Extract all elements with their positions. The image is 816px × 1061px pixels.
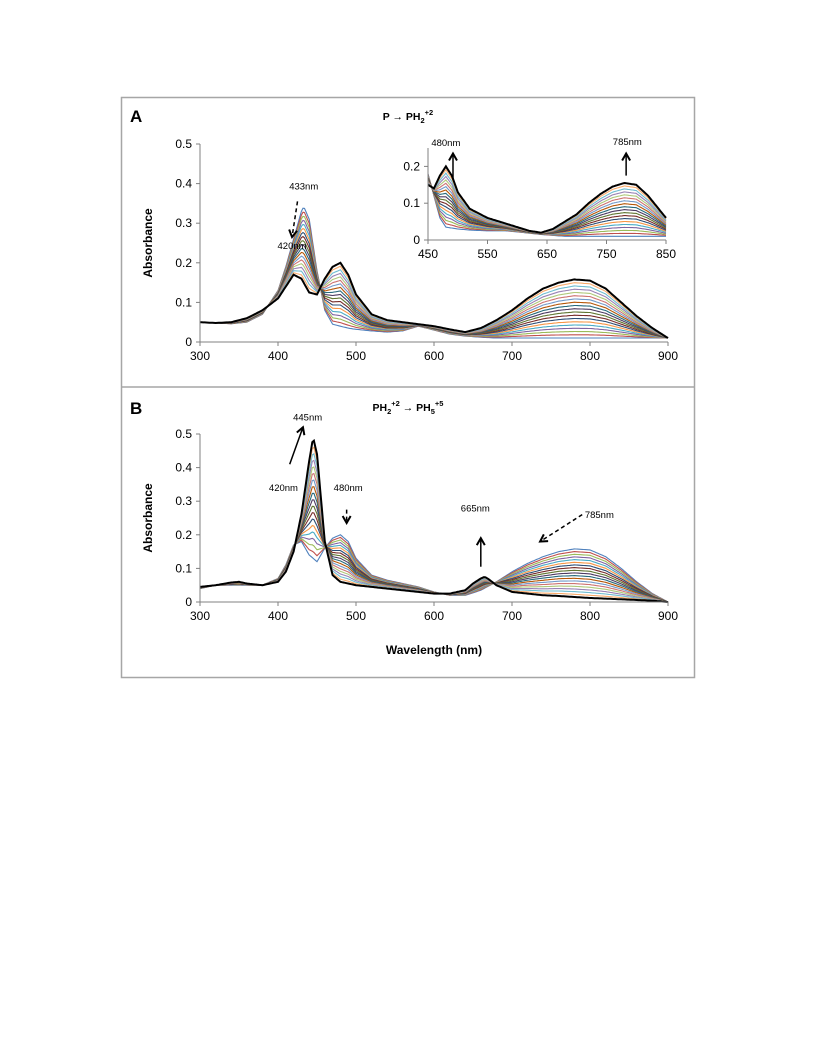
inset-annotation: 785nm: [613, 137, 642, 148]
panel-a-series-5: [199, 223, 669, 339]
panel-a-y-tick-label: 0.1: [175, 295, 192, 309]
panel-b-x-tick-label: 500: [346, 609, 366, 623]
panel-a-arrow: [292, 201, 299, 237]
panel-a-series-6: [199, 227, 669, 339]
panel-b-y-tick-label: 0.4: [175, 461, 192, 475]
panel-b-annotation: 480nm: [334, 483, 363, 494]
panel-b-final-trace: [199, 438, 669, 603]
panel-a-annotation: 433nm: [289, 182, 318, 193]
inset-y-tick-label: 0.2: [403, 159, 420, 173]
inset-x-tick-label: 450: [418, 247, 438, 261]
panel-b-x-tick-label: 700: [502, 609, 522, 623]
panel-b-x-axis-label: Wavelength (nm): [386, 643, 482, 657]
panel-b-y-axis-label: Absorbance: [141, 483, 155, 553]
panel-a-title: P → PH2+2: [383, 108, 433, 125]
panel-b-arrow: [288, 427, 303, 465]
panel-a-x-tick-label: 300: [190, 349, 210, 363]
panel-a-letter: A: [130, 107, 142, 126]
panel-a-x-tick-label: 400: [268, 349, 288, 363]
panel-a-y-axis-label: Absorbance: [141, 208, 155, 278]
panel-b-x-tick-label: 300: [190, 609, 210, 623]
panel-a-final-trace: [199, 261, 669, 339]
panel-b-annotation: 420nm: [269, 483, 298, 494]
panel-b-y-tick-label: 0.2: [175, 528, 192, 542]
panel-b-x-tick-label: 900: [658, 609, 678, 623]
panel-b-x-tick-label: 600: [424, 609, 444, 623]
inset-y-tick-label: 0.1: [403, 196, 420, 210]
panel-a: 0 0.1 0.2 0.3 0.4 0.5 300 400 500 600 700 800 900 A Ab…: [130, 107, 678, 363]
panel-a-y-tick-label: 0.4: [175, 177, 192, 191]
panel-b-y-tick-label: 0.5: [175, 427, 192, 441]
panel-a-x-tick-label: 800: [580, 349, 600, 363]
panel-a-y-tick-label: 0.2: [175, 256, 192, 270]
panel-a-y-tick-label: 0.5: [175, 137, 192, 151]
inset-x-tick-label: 750: [596, 247, 616, 261]
panel-a-y-tick-label: 0.3: [175, 216, 192, 230]
panel-b: 0 0.1 0.2 0.3 0.4 0.5 300 400 500 600 700 800 900 B Ab…: [130, 399, 678, 657]
panel-a-x-tick-label: 500: [346, 349, 366, 363]
panel-b-y-tick-label: 0.1: [175, 561, 192, 575]
panel-a-y-tick-label: 0: [185, 335, 192, 349]
panel-b-y-tick-label: 0: [185, 595, 192, 609]
inset-annotation: 480nm: [431, 138, 460, 149]
panel-b-annotation: 665nm: [461, 503, 490, 514]
inset-final-trace: [427, 164, 667, 234]
inset-y-tick-label: 0: [413, 233, 420, 247]
panel-a-x-tick-label: 600: [424, 349, 444, 363]
panel-a-annotation: 420nm: [278, 241, 307, 252]
inset-x-tick-label: 550: [477, 247, 497, 261]
panel-b-x-tick-label: 400: [268, 609, 288, 623]
panel-a-x-tick-label: 700: [502, 349, 522, 363]
panel-a-x-tick-label: 900: [658, 349, 678, 363]
inset-x-tick-label: 850: [656, 247, 676, 261]
panel-b-series-17: [199, 453, 669, 603]
panel-b-letter: B: [130, 399, 142, 418]
panel-b-annotation: 445nm: [293, 413, 322, 424]
panel-b-annotation: 785nm: [585, 510, 614, 521]
panel-b-arrow: [540, 514, 583, 542]
panel-b-series-12: [199, 486, 669, 603]
panel-a-inset: 0 0.1 0.2 450 550 650 750 850 480nm 785nm: [403, 137, 676, 261]
panel-b-x-tick-label: 800: [580, 609, 600, 623]
inset-x-tick-label: 650: [537, 247, 557, 261]
panel-b-y-tick-label: 0.3: [175, 494, 192, 508]
panel-b-title: PH2+2 → PH5+5: [373, 399, 444, 416]
panel-a-series-12: [199, 251, 669, 339]
